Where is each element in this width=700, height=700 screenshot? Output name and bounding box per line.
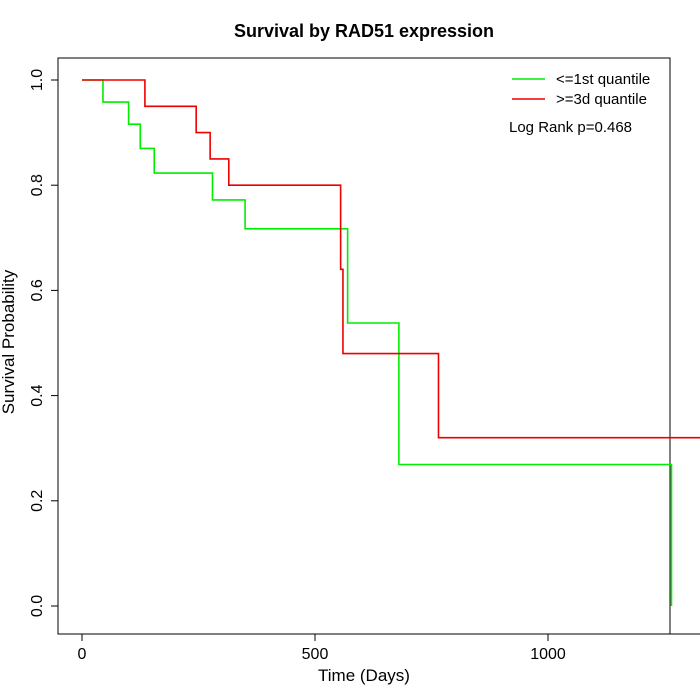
series-line-2 bbox=[82, 79, 700, 439]
legend: <=1st quantile >=3d quantile bbox=[512, 71, 650, 108]
plot-frame bbox=[57, 57, 671, 635]
y-axis: 0.0 0.2 0.4 0.6 0.8 1.0 bbox=[29, 69, 59, 617]
y-tick-label: 0.6 bbox=[29, 279, 46, 301]
log-rank-annotation: Log Rank p=0.468 bbox=[509, 119, 632, 136]
legend-label-1: <=1st quantile bbox=[556, 71, 650, 88]
y-axis-label: Survival Probability bbox=[0, 269, 18, 414]
y-tick-label: 0.8 bbox=[29, 174, 46, 196]
x-tick-label: 1000 bbox=[530, 646, 566, 663]
x-axis-label: Time (Days) bbox=[318, 666, 410, 685]
series-line-1 bbox=[82, 79, 673, 606]
y-tick-label: 0.2 bbox=[29, 490, 46, 512]
legend-label-2: >=3d quantile bbox=[556, 91, 647, 108]
x-axis: 050010001500 bbox=[78, 633, 700, 663]
chart-title: Survival by RAD51 expression bbox=[234, 21, 494, 41]
y-tick-label: 0.0 bbox=[29, 595, 46, 617]
series-layer bbox=[82, 79, 700, 606]
x-tick-label: 0 bbox=[78, 646, 87, 663]
y-tick-label: 1.0 bbox=[29, 69, 46, 91]
x-tick-label: 500 bbox=[302, 646, 329, 663]
y-tick-label: 0.4 bbox=[29, 384, 46, 406]
